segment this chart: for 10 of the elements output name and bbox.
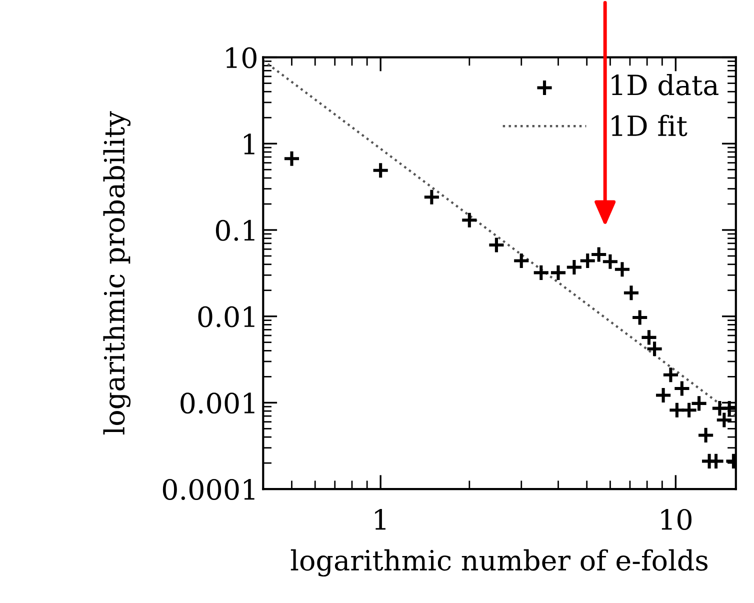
legend-label: 1D data: [612, 74, 718, 96]
y-axis-title: logarithmic probability: [103, 111, 131, 434]
y-tick-label: 0.001: [180, 392, 254, 414]
y-tick-label: 10: [226, 47, 256, 68]
legend-label: 1D fit: [612, 114, 688, 136]
y-tick-label: 0.01: [198, 306, 254, 328]
x-axis-title: logarithmic number of e-folds: [290, 549, 708, 577]
y-tick-label: 0.0001: [162, 478, 254, 500]
y-tick-label: 0.1: [216, 220, 254, 241]
y-tick-label: 1: [244, 134, 254, 154]
